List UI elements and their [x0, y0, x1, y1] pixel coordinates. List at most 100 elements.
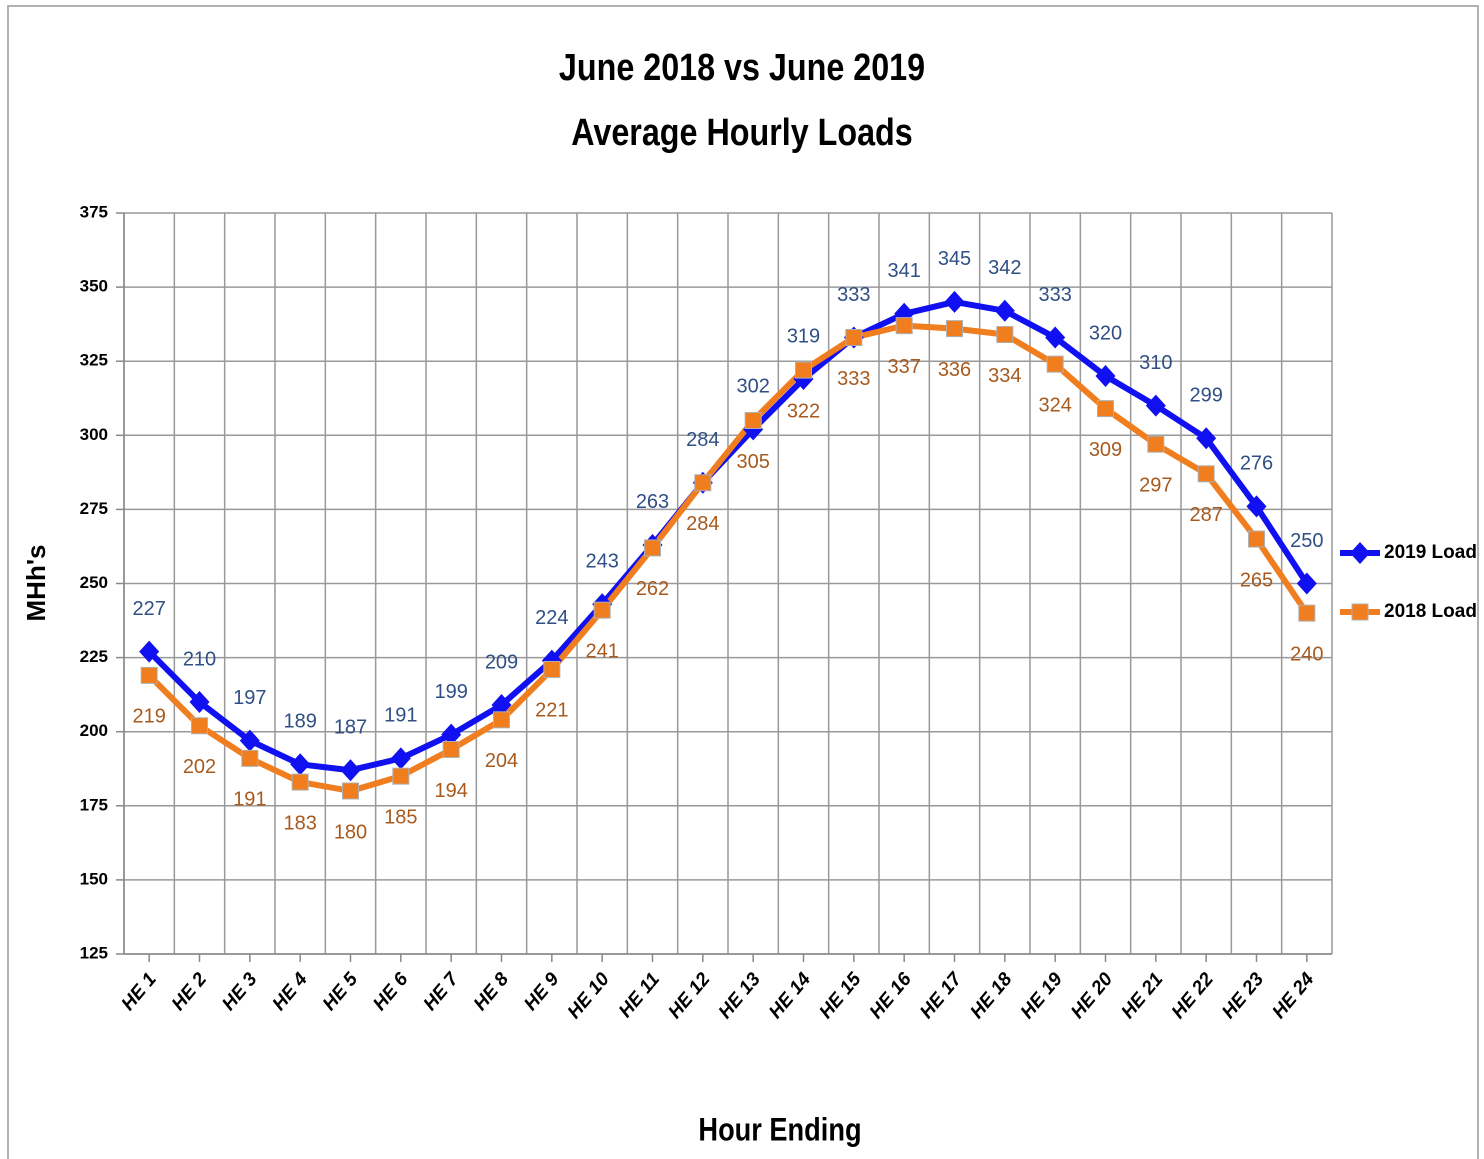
data-label: 189 [283, 711, 316, 733]
point-marker [291, 773, 309, 791]
point-marker [543, 660, 561, 678]
point-marker [392, 767, 410, 785]
point-marker [239, 729, 260, 752]
data-label: 284 [686, 429, 719, 451]
chart-title: June 2018 vs June 2019 [559, 47, 925, 89]
data-label: 180 [334, 821, 367, 843]
y-tick-label: 125 [80, 943, 108, 962]
data-label: 333 [837, 284, 870, 306]
point-marker [1095, 365, 1116, 388]
data-label: 202 [183, 756, 216, 778]
point-marker [442, 740, 460, 758]
data-label: 191 [384, 705, 417, 727]
y-tick-label: 150 [80, 869, 108, 888]
data-label: 250 [1290, 530, 1323, 552]
y-tick-label: 250 [80, 573, 108, 592]
data-label: 341 [887, 260, 920, 282]
data-label: 240 [1290, 643, 1323, 665]
data-label: 263 [636, 491, 669, 513]
point-marker [1147, 435, 1165, 453]
point-marker [946, 320, 963, 338]
y-tick-label: 225 [80, 647, 108, 666]
point-marker [390, 747, 411, 770]
y-axis-label: MHh's [21, 545, 51, 622]
y-tick-label: 275 [80, 499, 108, 518]
data-label: 299 [1189, 385, 1222, 407]
point-marker [694, 474, 712, 492]
data-label: 336 [938, 359, 971, 381]
point-marker [290, 753, 311, 776]
data-label: 284 [686, 513, 719, 535]
point-marker [1045, 326, 1066, 349]
data-label: 333 [1038, 284, 1071, 306]
chart-border [7, 5, 1479, 1159]
point-marker [944, 290, 965, 313]
data-label: 342 [988, 257, 1021, 279]
data-label: 297 [1139, 474, 1172, 496]
data-label: 302 [736, 376, 769, 398]
point-marker [1097, 400, 1114, 418]
point-marker [441, 723, 462, 746]
point-marker [994, 299, 1015, 322]
data-label: 185 [384, 806, 417, 828]
point-marker [241, 749, 259, 767]
data-label: 324 [1038, 394, 1071, 416]
data-label: 221 [535, 700, 568, 722]
data-label: 187 [334, 717, 367, 739]
data-label: 333 [837, 368, 870, 390]
data-label: 276 [1240, 453, 1273, 475]
data-label: 224 [535, 607, 568, 629]
data-label: 194 [434, 780, 467, 802]
x-axis-label: Hour Ending [698, 1112, 861, 1148]
data-label: 204 [485, 750, 518, 772]
point-marker [1046, 355, 1064, 373]
point-marker [744, 411, 762, 429]
point-marker [1351, 603, 1369, 621]
point-marker [895, 317, 913, 335]
point-marker [1296, 572, 1317, 595]
point-marker [191, 717, 208, 735]
y-tick-label: 175 [80, 795, 108, 814]
data-label: 287 [1189, 504, 1222, 526]
point-marker [1246, 495, 1267, 518]
y-tick-label: 375 [80, 202, 108, 221]
point-marker [1248, 530, 1265, 548]
data-label: 319 [787, 325, 820, 347]
data-label: 199 [434, 681, 467, 703]
point-marker [795, 361, 812, 379]
data-label: 265 [1240, 569, 1273, 591]
data-label: 209 [485, 651, 518, 673]
y-tick-label: 300 [80, 425, 108, 444]
point-marker [1196, 427, 1217, 450]
point-marker [342, 782, 359, 800]
y-tick-label: 350 [80, 277, 108, 296]
point-marker [1350, 542, 1370, 564]
data-label: 334 [988, 365, 1021, 387]
point-marker [189, 691, 210, 714]
point-marker [996, 326, 1014, 344]
point-marker [491, 694, 512, 717]
data-label: 219 [132, 706, 165, 728]
point-marker [845, 328, 863, 346]
data-label: 243 [585, 551, 618, 573]
point-marker [644, 539, 661, 557]
data-label: 210 [183, 648, 216, 670]
data-label: 262 [636, 578, 669, 600]
legend-label: 2018 Load [1384, 601, 1477, 622]
data-label: 183 [283, 812, 316, 834]
point-marker [140, 666, 158, 684]
y-tick-label: 200 [80, 721, 108, 740]
point-marker [1298, 604, 1316, 622]
data-label: 309 [1089, 439, 1122, 461]
chart-subtitle: Average Hourly Loads [571, 112, 913, 154]
point-marker [1145, 394, 1166, 417]
data-label: 197 [233, 687, 266, 709]
point-marker [593, 601, 611, 619]
data-label: 320 [1089, 322, 1122, 344]
data-label: 305 [736, 451, 769, 473]
point-marker [493, 711, 510, 729]
data-label: 227 [132, 598, 165, 620]
data-label: 241 [585, 640, 618, 662]
